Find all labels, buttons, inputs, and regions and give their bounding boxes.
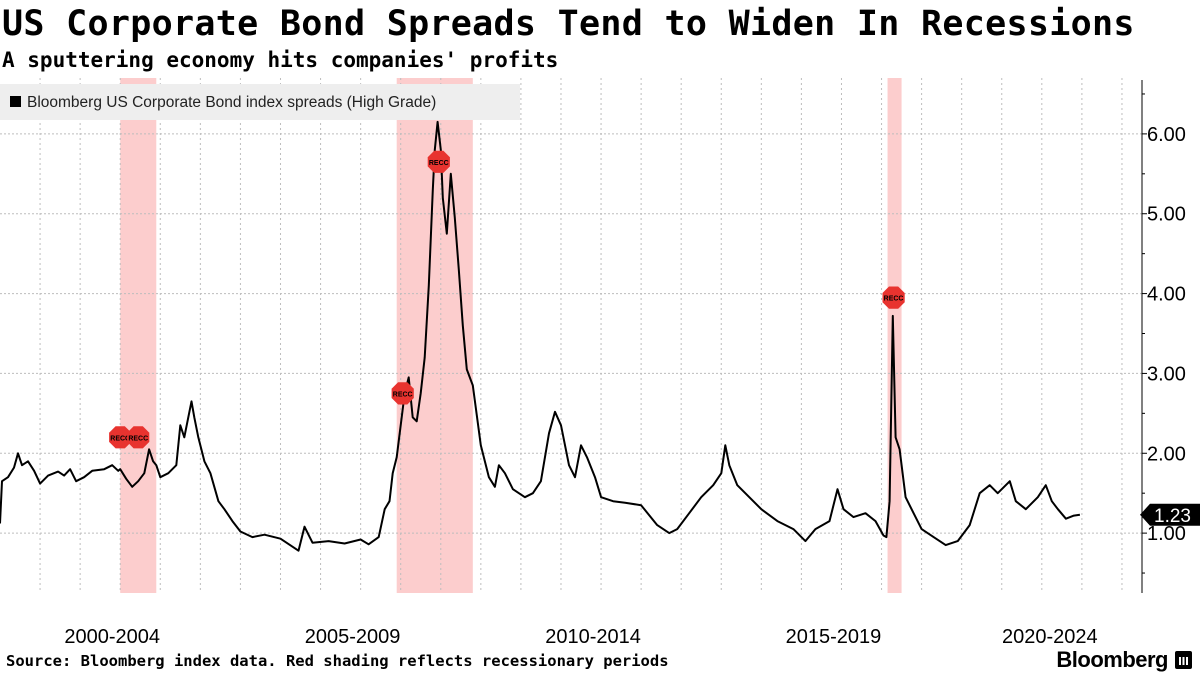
- recession-marker: [109, 426, 132, 449]
- source-note: Source: Bloomberg index data. Red shadin…: [6, 652, 669, 670]
- last-value-label: 1.23: [1154, 506, 1191, 527]
- recession-marker: [391, 382, 414, 405]
- y-tick-label: 5.00: [1147, 204, 1186, 226]
- legend-label: Bloomberg US Corporate Bond index spread…: [27, 94, 436, 111]
- x-tick-label: 2010-2014: [545, 626, 641, 643]
- axis-layer: 1.00 2.00 3.00 4.00 5.00 6.00 2000-2004 2005-20…: [64, 80, 1200, 643]
- brand-logo: Bloomberg: [1056, 647, 1168, 672]
- x-tick-label: 2005-2009: [305, 626, 401, 643]
- y-tick-label: 3.00: [1147, 363, 1186, 385]
- page-subtitle: A sputtering economy hits companies' pro…: [2, 48, 559, 72]
- legend-swatch: [10, 96, 21, 107]
- page-title: US Corporate Bond Spreads Tend to Widen …: [2, 4, 1135, 44]
- recession-marker-label: RECC: [884, 296, 904, 303]
- y-tick-label: 1.00: [1147, 523, 1186, 545]
- y-tick-label: 2.00: [1147, 443, 1186, 465]
- x-tick-label: 2000-2004: [64, 626, 160, 643]
- grid-layer: [0, 78, 1142, 593]
- series-layer: [0, 120, 1081, 552]
- last-value-flag: [1140, 503, 1200, 526]
- y-tick-label: 6.00: [1147, 124, 1186, 146]
- bloomberg-terminal-icon: [1175, 651, 1192, 669]
- recession-marker: [882, 286, 905, 309]
- recession-band: [120, 78, 157, 593]
- recession-marker: [427, 150, 450, 173]
- x-tick-label: 2020-2024: [1002, 626, 1098, 643]
- recession-marker-label: RECC: [393, 391, 413, 398]
- legend-background: [0, 84, 520, 120]
- recession-marker-label: RECC: [128, 435, 148, 442]
- legend: Bloomberg US Corporate Bond index spread…: [0, 84, 520, 120]
- y-tick-label: 4.00: [1147, 284, 1186, 306]
- x-tick-label: 2015-2019: [786, 626, 882, 643]
- recession-marker: [127, 426, 150, 449]
- recession-marker-label: RECC: [429, 160, 449, 167]
- recession-band: [887, 78, 902, 593]
- recession-marker-label: RECC: [110, 435, 130, 442]
- series-line: [0, 120, 1081, 552]
- recession-shading-layer: [120, 78, 902, 593]
